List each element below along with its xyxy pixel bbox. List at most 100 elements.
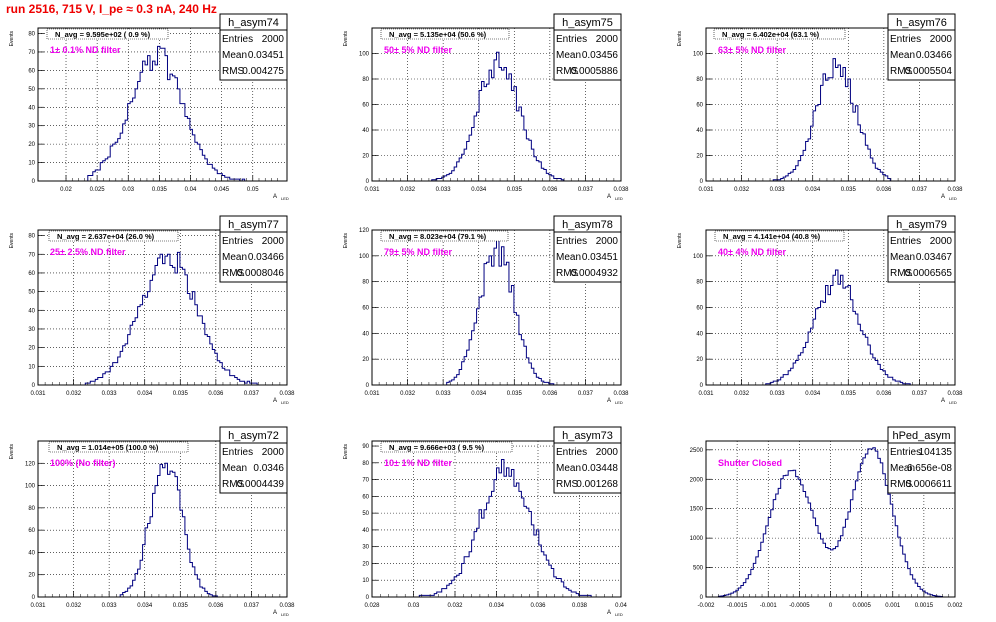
y-tick-label: 0	[700, 383, 704, 389]
stats-box: h_asym79 Entries 2000 Mean 0.03467RMS0.00065…	[887, 215, 956, 283]
x-axis: 0.031 0.032 0.033 0.034 0.035 0.036 0.037 0.038	[698, 175, 963, 193]
histogram-name: h_asym74	[228, 17, 279, 29]
y-tick-label: 30	[28, 124, 35, 130]
navg-box	[714, 230, 845, 242]
x-tick-label: 0.037	[912, 391, 928, 397]
x-tick-label: 0.038	[279, 391, 295, 397]
x-axis: 0.031 0.032 0.033 0.034 0.035 0.036 0.037 0.038	[30, 379, 295, 397]
stats-label-mean: Mean	[222, 50, 247, 61]
y-axis-title: Events	[9, 444, 15, 460]
x-axis-title-subscript: LED	[615, 400, 623, 405]
x-axis-title-subscript: LED	[949, 196, 957, 201]
histogram-series-h_asym77	[38, 251, 287, 386]
x-tick-label: 0.032	[66, 603, 82, 609]
x-tick-label: 0.036	[542, 391, 558, 397]
x-axis-title: A	[273, 610, 277, 616]
y-tick-label: 80	[696, 280, 703, 286]
stats-box-frame	[219, 215, 288, 283]
stats-value-rms: 0.0006611	[905, 479, 952, 490]
x-tick-label: 0.0015	[915, 603, 934, 609]
navg-text: N_avg = 6.402e+04 (63.1 %)	[722, 30, 820, 39]
x-tick-label: 0.04	[615, 603, 627, 609]
y-tick-label: 40	[696, 128, 703, 134]
x-tick-label: 0.002	[947, 603, 963, 609]
x-axis-title-subscript: LED	[615, 612, 623, 617]
x-tick-label: 0.03	[122, 187, 134, 193]
x-tick-label: 0.034	[471, 391, 487, 397]
y-tick-label: 0	[32, 595, 36, 601]
x-tick-label: 0.025	[90, 187, 106, 193]
stats-label-entries: Entries	[890, 236, 921, 247]
x-tick-label: 0.035	[173, 603, 189, 609]
x-axis-title-subscript: LED	[281, 400, 289, 405]
stats-value-mean: 0.03466	[248, 252, 285, 263]
y-tick-label: 40	[362, 331, 369, 337]
x-tick-label: -0.002	[697, 603, 715, 609]
stats-value-entries: 2000	[262, 34, 285, 45]
x-tick-label: 0.034	[489, 603, 505, 609]
stats-value-rms: 0.0008046	[237, 268, 285, 279]
y-tick-label: 20	[362, 561, 369, 567]
stats-value-rms: 0.0004932	[571, 268, 619, 279]
stats-value-mean: 0.0346	[253, 463, 284, 474]
x-tick-label: 0.036	[208, 391, 224, 397]
histogram-series-h_asym75	[372, 51, 621, 182]
x-tick-label: 0.036	[530, 603, 546, 609]
y-tick-label: 80	[696, 77, 703, 83]
y-tick-label: 30	[362, 545, 369, 551]
y-tick-label: 80	[362, 77, 369, 83]
y-axis: 0 10 20 30 40 50 60 70 80 90	[362, 444, 378, 601]
histogram-panel-h_asym73: 0.028 0.03 0.032 0.034 0.036 0.038 0.04 0 10 20 30…	[343, 426, 627, 617]
stats-label-mean: Mean	[890, 50, 915, 61]
x-tick-label: 0.038	[947, 187, 963, 193]
y-tick-label: 1000	[690, 536, 704, 542]
histogram-panel-h_asym72: 0.031 0.032 0.033 0.034 0.035 0.036 0.037 0.038…	[9, 426, 295, 617]
plot-frame	[37, 27, 288, 182]
x-tick-label: 0.038	[947, 391, 963, 397]
histogram-panel-h_asym78: 0.031 0.032 0.033 0.034 0.035 0.036 0.037 0.038…	[343, 215, 629, 405]
x-tick-label: 0.038	[572, 603, 588, 609]
y-axis-title: Events	[343, 31, 349, 47]
navg-text: N_avg = 9.666e+03 ( 9.5 %)	[389, 443, 485, 452]
stats-value-entries: 2000	[930, 34, 953, 45]
x-tick-label: 0.0005	[852, 603, 871, 609]
filter-annotation: 1± 0.1% ND filter	[50, 45, 121, 55]
y-tick-label: 60	[28, 528, 35, 534]
stats-label-mean: Mean	[222, 252, 247, 263]
x-tick-label: 0.031	[30, 603, 46, 609]
x-axis-title: A	[941, 398, 945, 404]
x-axis-title: A	[607, 194, 611, 200]
stats-label-mean: Mean	[556, 252, 581, 263]
x-tick-label: 0.031	[698, 391, 714, 397]
y-axis: 0 20 40 60 80 100	[693, 52, 712, 185]
y-axis-title: Events	[677, 233, 683, 249]
stats-value-rms: 0.0004439	[237, 479, 285, 490]
x-tick-label: 0.03	[408, 603, 420, 609]
histogram-series-h_asym73	[372, 458, 621, 598]
y-tick-label: 20	[696, 357, 703, 363]
histogram-series-hPed_asym	[706, 447, 955, 598]
stats-label-rms: RMS	[556, 66, 579, 77]
x-tick-label: 0.02	[60, 187, 72, 193]
y-tick-label: 80	[362, 280, 369, 286]
filter-annotation: 63± 5% ND filter	[718, 45, 786, 55]
y-tick-label: 40	[696, 331, 703, 337]
x-axis-title-subscript: LED	[281, 196, 289, 201]
stats-box: h_asym72 Entries 2000 Mean 0.0346 RMS0.000443…	[219, 426, 288, 494]
stats-value-mean: 6.656e-08	[907, 463, 952, 474]
y-tick-label: 0	[366, 383, 370, 389]
x-tick-label: 0.032	[400, 187, 416, 193]
stats-value-rms: 0.004275	[242, 66, 284, 77]
y-tick-label: 0	[700, 595, 704, 601]
y-tick-label: 50	[28, 87, 35, 93]
y-tick-label: 40	[28, 105, 35, 111]
stats-box-frame	[219, 13, 288, 81]
x-axis-title-subscript: LED	[615, 196, 623, 201]
histogram-name: h_asym78	[562, 219, 613, 231]
stats-value-entries: 2000	[262, 447, 285, 458]
y-tick-label: 60	[362, 306, 369, 312]
x-tick-label: 0.037	[244, 603, 260, 609]
x-tick-label: 0.034	[805, 391, 821, 397]
y-tick-label: 20	[362, 154, 369, 160]
y-tick-label: 0	[366, 179, 370, 185]
